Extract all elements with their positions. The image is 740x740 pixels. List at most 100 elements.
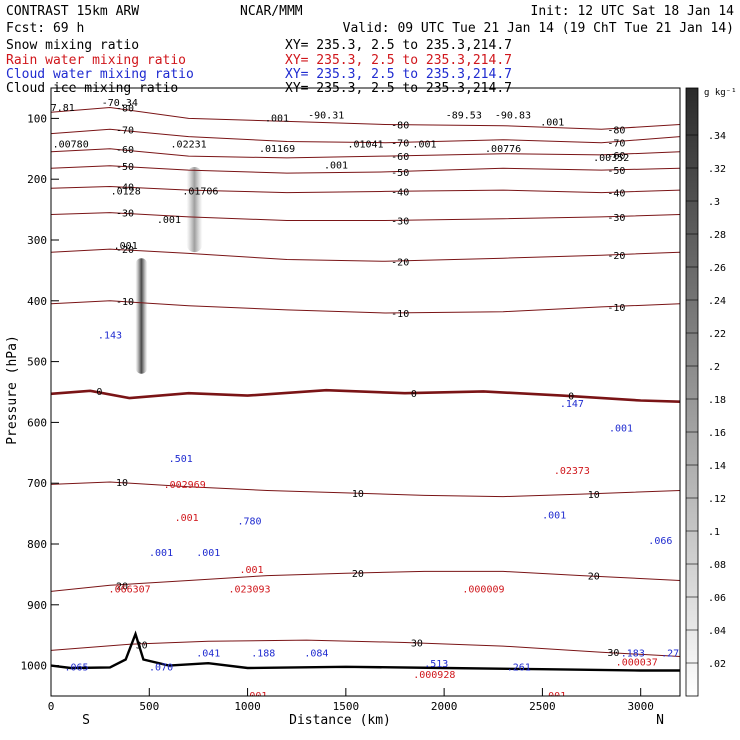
- surface-pressure-line: [51, 630, 680, 672]
- isotherm--70: [51, 128, 680, 144]
- contour-value-label: .001: [157, 215, 181, 226]
- isotherm-label: 30: [607, 648, 619, 659]
- contour-value-label: .001: [243, 691, 267, 702]
- header-center: NCAR/MMM: [240, 4, 303, 19]
- plot-content: -80-80 -80-70-70 -70-60-60 -60-50-50 -50-40-…: [51, 98, 680, 702]
- isotherm-label: -60: [607, 151, 625, 162]
- contour-value-label: .02231: [171, 140, 207, 151]
- isotherm-label: 0: [411, 389, 417, 400]
- plot-frame: [50, 87, 681, 697]
- snow-shading-0: [135, 258, 148, 374]
- isotherm-20: [51, 570, 680, 592]
- colorbar-tick-label: .1: [708, 527, 720, 538]
- isotherm-label: 30: [411, 638, 423, 649]
- contour-value-label: .143: [98, 330, 122, 341]
- isotherm-label: -30: [607, 213, 625, 224]
- isotherm-label: 0: [568, 392, 574, 403]
- contour-value-label: .066: [648, 536, 672, 547]
- colorbar-tick-label: .06: [708, 593, 726, 604]
- x-tick-label: 1500: [333, 700, 360, 713]
- isotherm--20: [51, 248, 680, 262]
- colorbar-tick-label: .34: [708, 131, 726, 142]
- contour-value-label: .001: [196, 548, 220, 559]
- contour-value-label: .00780: [53, 140, 89, 151]
- y-tick-label: 200: [27, 173, 47, 186]
- x-end-label-south: S: [82, 713, 90, 728]
- y-axis-title: Pressure (hPa): [5, 335, 20, 445]
- x-tick-label: 500: [139, 700, 159, 713]
- x-tick-label: 3000: [627, 700, 654, 713]
- contour-value-label: .001: [412, 140, 436, 151]
- contour-value-label: .0128: [111, 186, 141, 197]
- isotherm-label: -50: [391, 168, 409, 179]
- contour-value-label: .01706: [182, 186, 218, 197]
- colorbar-tick-label: .32: [708, 164, 726, 175]
- isotherm-label: 10: [588, 490, 600, 501]
- contour-value-label: .000928: [413, 670, 455, 681]
- contour-value-label: .065: [65, 662, 89, 673]
- isotherm-label: 10: [352, 489, 364, 500]
- isotherm-label: -30: [391, 217, 409, 228]
- isotherm-label: 0: [96, 387, 102, 398]
- y-tick-label: 100: [27, 112, 47, 125]
- isotherm-label: -70: [607, 139, 625, 150]
- isotherm-label: 20: [116, 581, 128, 592]
- x-tick-label: 2000: [431, 700, 458, 713]
- contour-value-label: 7.81: [51, 103, 75, 114]
- colorbar: [685, 87, 699, 697]
- header-init: Init: 12 UTC Sat 18 Jan 14: [531, 4, 735, 19]
- y-tick-label: 900: [27, 599, 47, 612]
- contour-value-label: .00776: [485, 144, 521, 155]
- isotherm-0: [51, 388, 680, 403]
- x-tick-label: 1000: [234, 700, 261, 713]
- contour-value-label: .27: [661, 648, 679, 659]
- isotherm-label: -30: [116, 209, 134, 220]
- contour-value-label: -89.53: [446, 110, 482, 121]
- isotherm-label: -40: [607, 189, 625, 200]
- contour-value-label: .001: [324, 160, 348, 171]
- isotherm-label: 30: [136, 640, 148, 651]
- legend-rain: Rain water mixing ratio: [6, 53, 186, 68]
- contour-value-label: .147: [560, 399, 584, 410]
- colorbar-tick-label: .3: [708, 197, 720, 208]
- isotherm--80: [51, 106, 680, 130]
- contour-value-label: .501: [169, 454, 193, 465]
- legend-rain-xy: XY= 235.3, 2.5 to 235.3,214.7: [285, 53, 512, 68]
- contour-value-label: .780: [237, 517, 261, 528]
- y-tick-label: 800: [27, 538, 47, 551]
- contour-value-label: .01169: [259, 144, 295, 155]
- contour-value-label: .513: [424, 659, 448, 670]
- colorbar-tick-label: .08: [708, 560, 726, 571]
- colorbar-tick-label: .12: [708, 494, 726, 505]
- contour-value-label: .001: [542, 691, 566, 702]
- contour-value-label: .001: [540, 118, 564, 129]
- contour-value-label: -90.83: [495, 110, 531, 121]
- colorbar-tick-label: .24: [708, 296, 726, 307]
- colorbar-tick-label: .14: [708, 461, 726, 472]
- contour-value-label: .001: [609, 424, 633, 435]
- contour-value-label: .070: [149, 662, 173, 673]
- isotherm--60: [51, 148, 680, 159]
- isotherm-label: -20: [116, 245, 134, 256]
- isotherm-label: -60: [116, 145, 134, 156]
- contour-value-label: .001: [114, 241, 138, 252]
- colorbar-tick-label: .18: [708, 395, 726, 406]
- y-tick-label: 300: [27, 234, 47, 247]
- isotherm-label: -80: [391, 120, 409, 131]
- contour-value-label: .023093: [228, 585, 270, 596]
- isotherm-label: -20: [607, 251, 625, 262]
- legend-cloud-water: Cloud water mixing ratio: [6, 67, 194, 82]
- contour-value-label: .01041: [347, 140, 383, 151]
- isotherm-label: -10: [116, 297, 134, 308]
- isotherm-label: -50: [116, 162, 134, 173]
- contour-value-label: .066307: [109, 585, 151, 596]
- contour-value-label: -90.31: [308, 110, 344, 121]
- contour-value-label: .041: [196, 648, 220, 659]
- y-tick-label: 400: [27, 295, 47, 308]
- contour-value-label: .183: [621, 648, 645, 659]
- isotherm-label: -10: [607, 303, 625, 314]
- colorbar-tick-label: .16: [708, 428, 726, 439]
- contour-value-label: .001: [542, 510, 566, 521]
- x-tick-label: 0: [48, 700, 55, 713]
